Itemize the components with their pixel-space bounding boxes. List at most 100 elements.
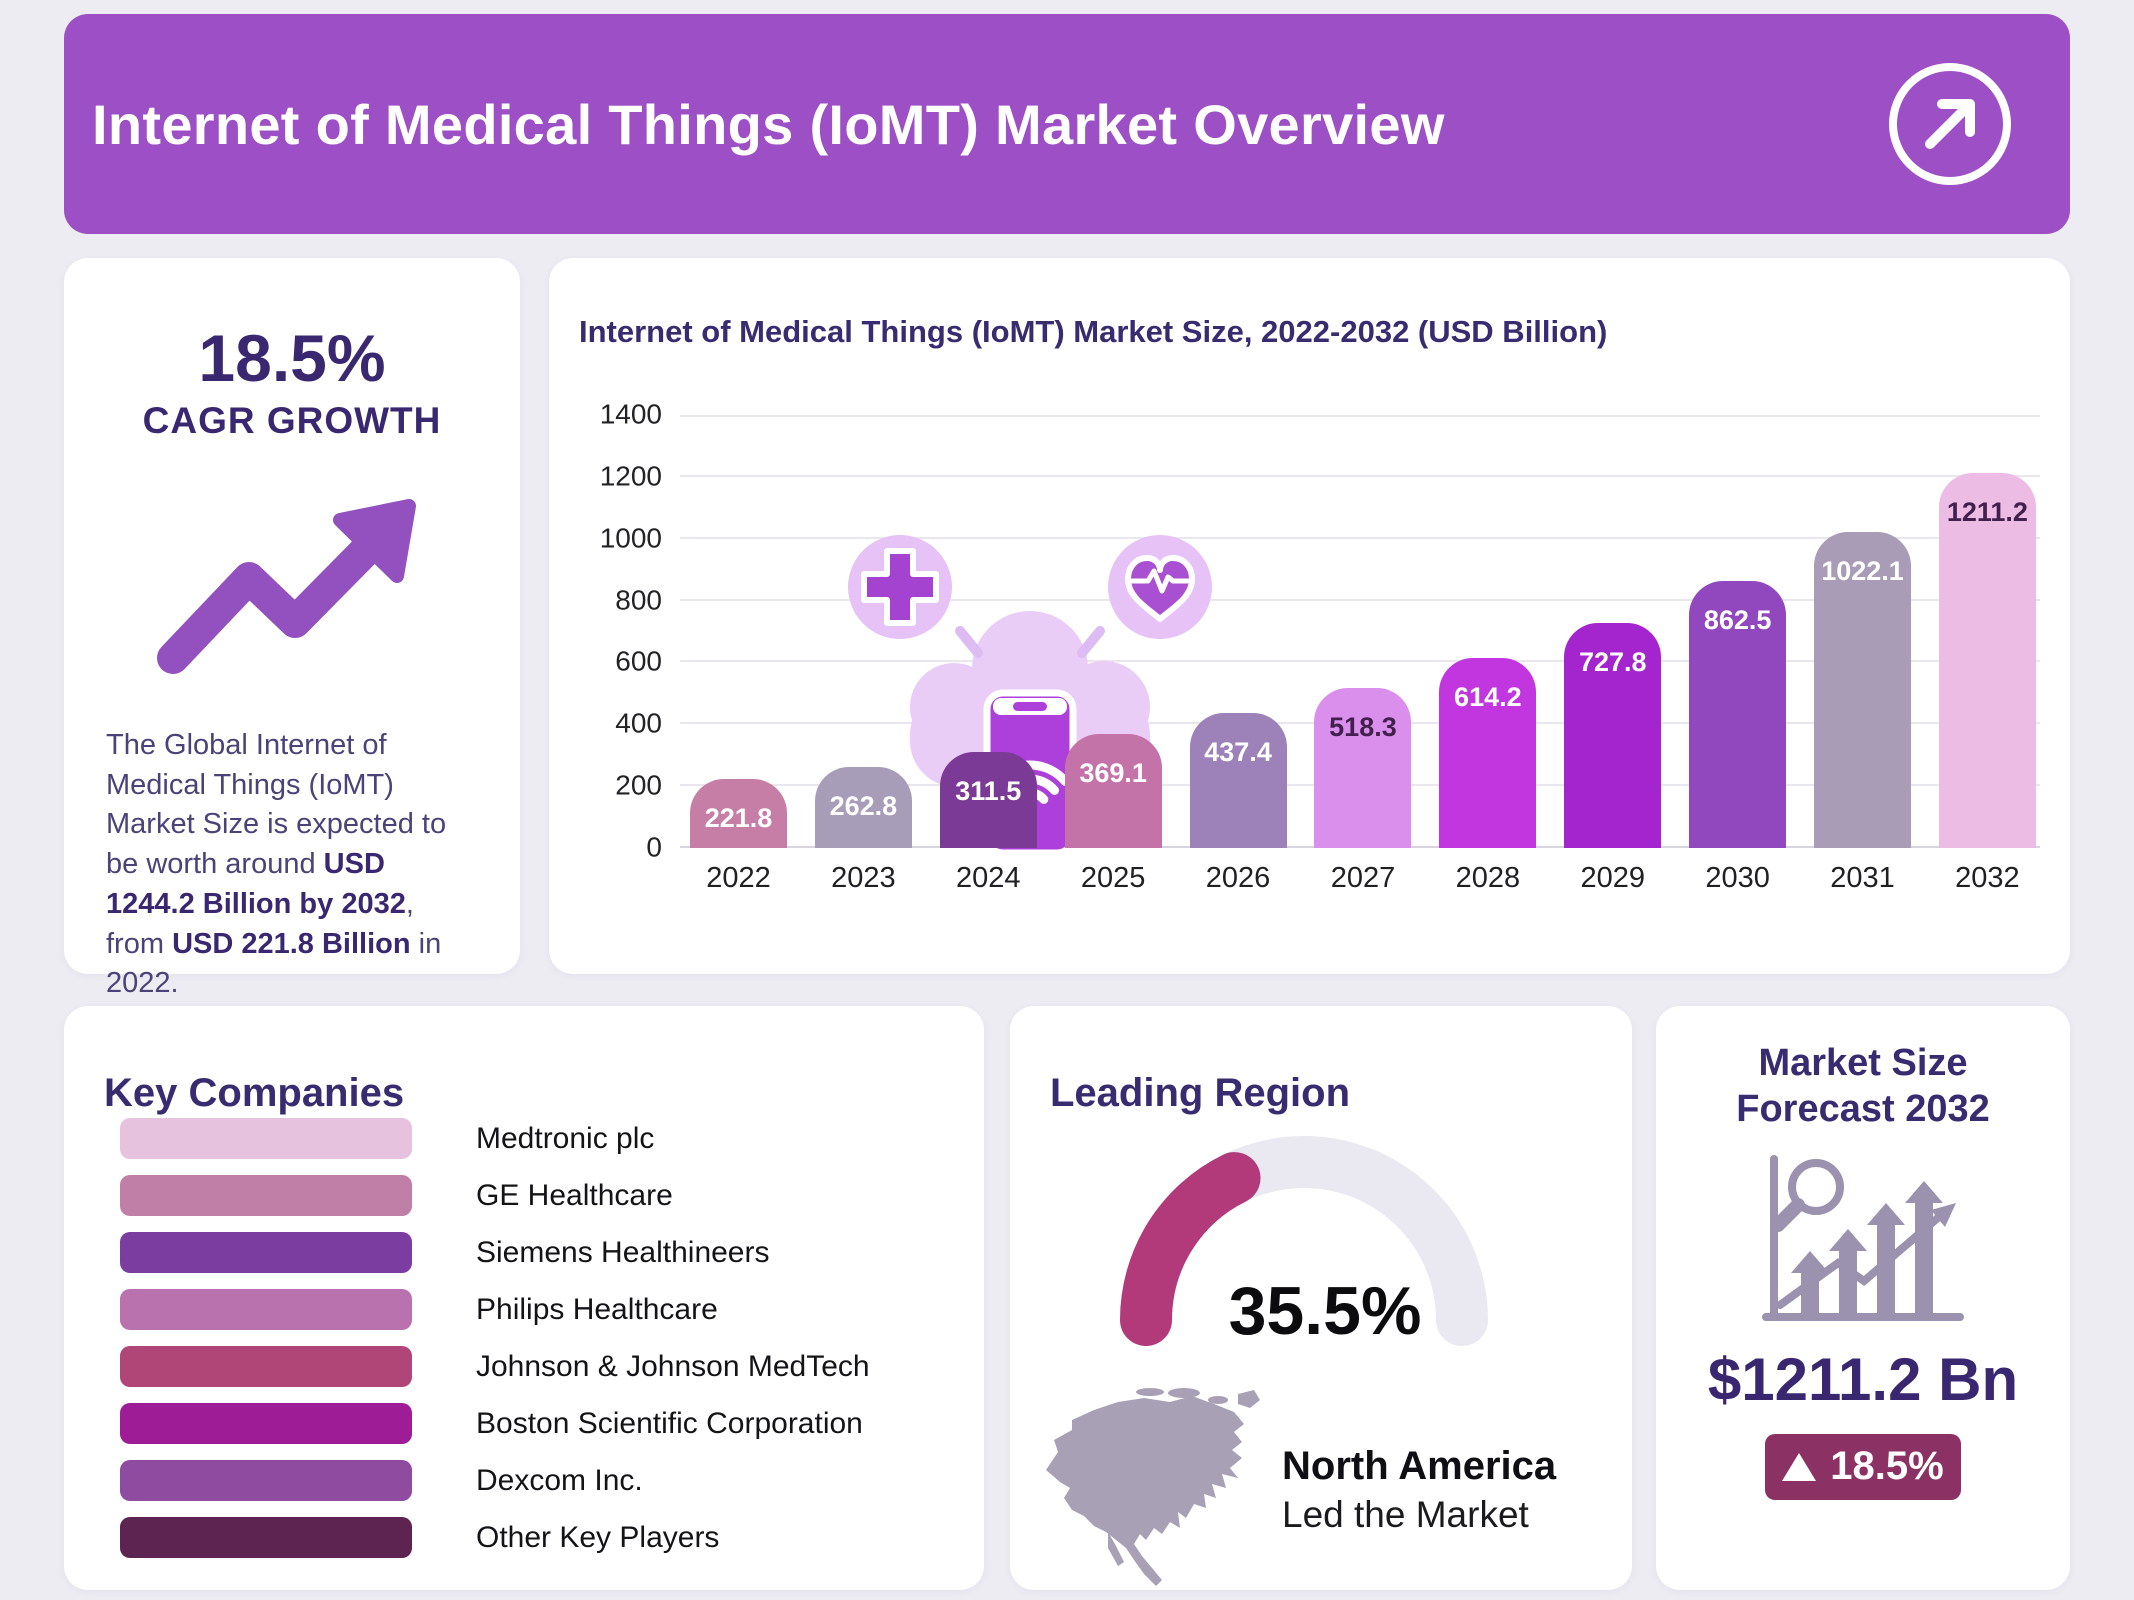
company-name: Johnson & Johnson MedTech (476, 1349, 870, 1383)
bar-value-2024: 311.5 (955, 775, 1022, 806)
forecast-title-line1: Market Size (1758, 1042, 1968, 1084)
chart-x-axis: 2022 2023 2024 2025 2026 2027 2028 2029 2030 2031… (680, 862, 2040, 895)
bar-2022: 221.8 (690, 779, 787, 848)
growth-arrow-icon (157, 499, 416, 674)
company-color-bar (120, 1403, 412, 1444)
bar-2023: 262.8 (814, 766, 912, 848)
medical-cross-icon (848, 535, 952, 639)
magnifier-chart-icon (1762, 1154, 1964, 1321)
cagr-label: CAGR GROWTH (142, 400, 442, 441)
cagr-description-segment: in 2022. (106, 927, 442, 1000)
company-color-bar (120, 1175, 412, 1216)
company-row: Other Key Players (64, 1509, 984, 1566)
forecast-value: $1211.2 Bn (1707, 1345, 2019, 1413)
company-row: GE Healthcare (64, 1167, 984, 1224)
region-percent: 35.5% (1228, 1273, 1422, 1349)
companies-panel: Key Companies Medtronic plc GE Healthcare… (64, 1006, 984, 1590)
gridline-1000 (680, 536, 2040, 539)
x-label-2026: 2026 (1205, 862, 1271, 894)
y-tick-600: 600 (615, 645, 662, 677)
page-title: Internet of Medical Things (IoMT) Market… (92, 92, 1445, 156)
bar-2030: 862.5 (1689, 581, 1787, 848)
company-name: GE Healthcare (476, 1178, 673, 1212)
y-tick-0: 0 (646, 831, 662, 863)
gauge-fill (1120, 1152, 1261, 1346)
company-row: Philips Healthcare (64, 1281, 984, 1338)
company-color-bar (120, 1289, 412, 1330)
link-dashes (955, 626, 1105, 658)
forecast-title-line2: Forecast 2032 (1736, 1088, 1990, 1131)
company-row: Dexcom Inc. (64, 1452, 984, 1509)
x-label-2030: 2030 (1705, 862, 1770, 894)
x-label-2029: 2029 (1580, 862, 1645, 894)
company-row: Medtronic plc (64, 1110, 984, 1167)
company-name: Siemens Healthineers (476, 1235, 770, 1269)
bar-value-2028: 614.2 (1454, 682, 1522, 713)
bar-2026: 437.4 (1189, 712, 1287, 848)
gridline-600 (680, 660, 2040, 663)
cagr-panel: 18.5% CAGR GROWTH The Global Internet of… (64, 258, 520, 999)
forecast-panel: Market Size Forecast 2032 $1211.2 Bn 18 (1656, 1006, 2070, 1590)
bar-value-2022: 221.8 (704, 803, 773, 834)
cagr-value: 18.5% (198, 321, 386, 395)
x-label-2025: 2025 (1080, 862, 1146, 894)
bar-value-2032: 1211.2 (1946, 497, 2028, 528)
chart-title: Internet of Medical Things (IoMT) Market… (579, 313, 1608, 349)
bar-2029: 727.8 (1564, 622, 1662, 848)
arrow-up-right-icon (1889, 63, 2011, 185)
bar-value-2023: 262.8 (829, 790, 898, 821)
gridline-1200 (680, 474, 2040, 477)
growth-badge: 18.5% (1765, 1433, 1961, 1500)
gridline-800 (680, 598, 2040, 601)
region-gauge (1120, 1136, 1488, 1346)
gridline-1400 (680, 415, 2040, 417)
x-label-2027: 2027 (1330, 862, 1396, 894)
cagr-description-segment: The Global Internet of Medical Things (I… (106, 729, 447, 881)
bar-2031: 1022.1 (1814, 531, 1912, 848)
cagr-description: The Global Internet of Medical Things (I… (106, 726, 478, 1004)
company-name: Boston Scientific Corporation (476, 1406, 863, 1440)
company-name: Philips Healthcare (476, 1292, 718, 1326)
bar-value-2030: 862.5 (1703, 605, 1772, 636)
x-label-2028: 2028 (1455, 862, 1521, 894)
companies-list: Medtronic plc GE Healthcare Siemens Health… (64, 1110, 984, 1566)
north-america-map (1046, 1388, 1260, 1586)
companies-title: Key Companies (104, 1071, 405, 1116)
y-tick-400: 400 (615, 707, 662, 739)
bar-2024: 311.5 (939, 751, 1037, 848)
y-tick-800: 800 (615, 583, 662, 615)
arrow-up-right-button (1886, 60, 2014, 188)
chart-panel: Internet of Medical Things (IoMT) Market… (549, 258, 2070, 974)
y-tick-1000: 1000 (599, 522, 662, 554)
chart-bars: 221.8 262.8 311.5 369.1 437.4 518.3 614.2 727.8… (680, 415, 2040, 848)
cagr-description-segment: , from (106, 887, 414, 960)
bar-value-2031: 1022.1 (1821, 555, 1904, 586)
y-tick-200: 200 (615, 769, 662, 801)
bar-2027: 518.3 (1314, 687, 1412, 848)
bar-value-2029: 727.8 (1578, 646, 1647, 677)
company-name: Medtronic plc (476, 1121, 655, 1155)
y-tick-1200: 1200 (599, 460, 662, 492)
company-color-bar (120, 1118, 412, 1159)
company-row: Siemens Healthineers (64, 1224, 984, 1281)
company-row: Johnson & Johnson MedTech (64, 1338, 984, 1395)
region-caption: Led the Market (1282, 1494, 1529, 1535)
x-label-2031: 2031 (1830, 862, 1895, 894)
x-label-2023: 2023 (831, 862, 896, 894)
heart-pulse-icon (1108, 535, 1212, 639)
company-color-bar (120, 1232, 412, 1273)
region-name: North America (1282, 1444, 1557, 1488)
bar-2032: 1211.2 (1938, 473, 2036, 848)
company-color-bar (120, 1346, 412, 1387)
cagr-description-segment: USD 1244.2 Billion by 2032 (106, 848, 406, 920)
cagr-description-segment: USD 221.8 Billion (172, 927, 411, 960)
company-color-bar (120, 1460, 412, 1501)
bar-value-2025: 369.1 (1079, 757, 1147, 788)
region-title: Leading Region (1050, 1071, 1350, 1116)
company-name: Other Key Players (476, 1520, 720, 1554)
header: Internet of Medical Things (IoMT) Market… (64, 14, 2070, 234)
x-label-2024: 2024 (956, 862, 1021, 894)
triangle-up-icon (1782, 1452, 1817, 1481)
company-name: Dexcom Inc. (476, 1463, 643, 1497)
